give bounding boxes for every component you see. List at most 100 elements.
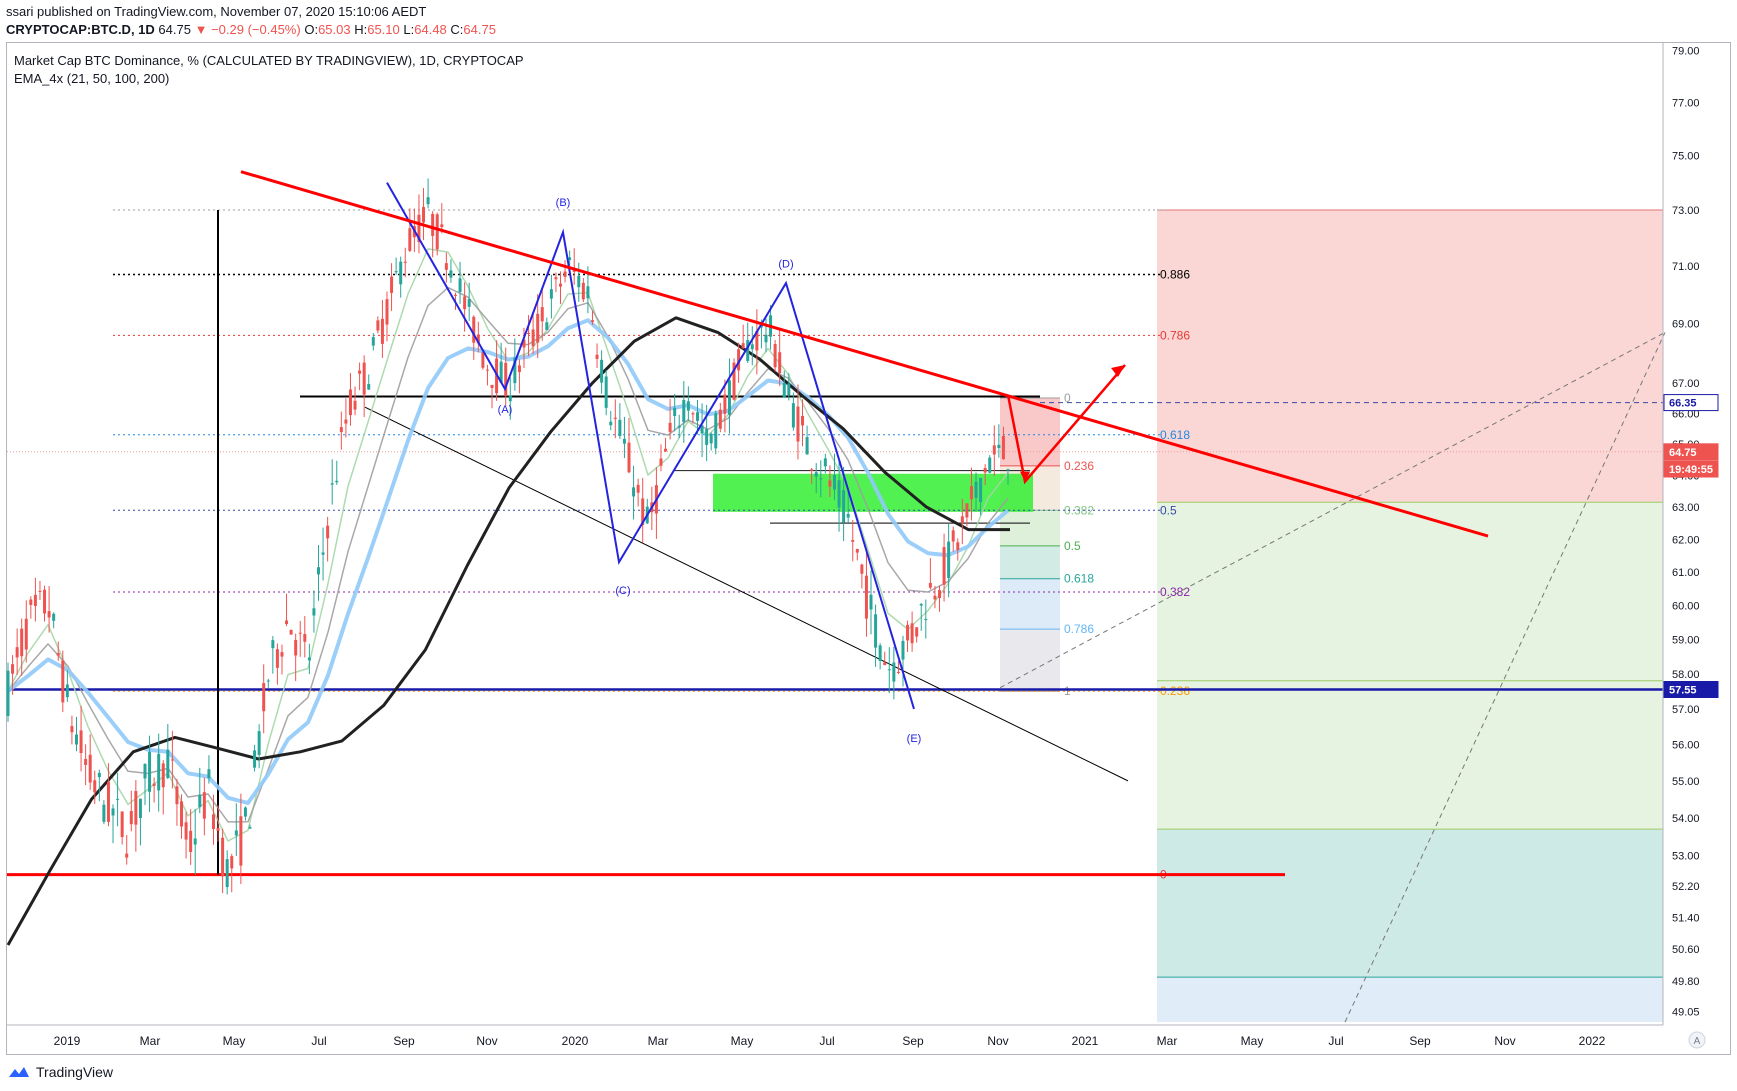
fib-label-2: 0.618	[1160, 428, 1190, 442]
candle-body	[476, 334, 480, 344]
candle-body	[933, 595, 937, 600]
candle-body	[851, 539, 855, 542]
price-tag-0	[1663, 394, 1719, 412]
retracement-label-1: 0.236	[1064, 459, 1094, 473]
candle-body	[266, 680, 270, 682]
candle-body	[239, 816, 243, 866]
candle-body	[426, 197, 430, 205]
retracement-zone-2	[1000, 510, 1060, 546]
candle-body	[11, 664, 15, 674]
y-tick-label: 77.00	[1672, 97, 1700, 109]
candle-body	[481, 352, 485, 368]
candle-body	[723, 394, 727, 414]
candle-body	[61, 660, 65, 703]
candle-body	[390, 276, 394, 293]
candle-body	[184, 822, 188, 840]
tradingview-footer: TradingView	[8, 1064, 113, 1080]
candle-body	[896, 671, 900, 673]
candle-body	[152, 783, 156, 786]
candle-body	[892, 662, 896, 682]
candle-body	[38, 590, 42, 592]
candle-body	[33, 594, 37, 606]
candle-body	[969, 486, 973, 500]
candle-body	[965, 503, 969, 518]
candle-body	[695, 412, 699, 421]
price-change: ▼ −0.29 (−0.45%)	[194, 22, 301, 37]
y-tick-label: 61.00	[1672, 567, 1700, 579]
candle-body	[93, 780, 97, 793]
candle-body	[499, 361, 503, 383]
candle-body	[823, 458, 827, 467]
fib-label-1: 0.786	[1160, 328, 1190, 342]
price-tag-label-2: 19:49:55	[1669, 464, 1713, 476]
candle-body	[106, 781, 110, 822]
pattern-label-1: (B)	[556, 197, 571, 209]
candle-body	[24, 618, 28, 650]
ema-50-line	[7, 286, 1009, 823]
candle-body	[431, 213, 435, 236]
retracement-label-4: 0.618	[1064, 572, 1094, 586]
candle-body	[627, 442, 631, 473]
candle-body	[97, 772, 101, 778]
fib-label-4: 0.382	[1160, 585, 1190, 599]
candle-body	[52, 613, 56, 621]
candle-body	[43, 589, 47, 614]
candle-body	[134, 791, 138, 825]
candle-body	[577, 275, 581, 288]
candle-body	[997, 444, 1001, 449]
candle-body	[422, 207, 426, 223]
pattern-label-2: (C)	[615, 585, 630, 597]
x-tick-label: Mar	[140, 1034, 161, 1048]
candle-body	[887, 669, 891, 671]
candle-body	[778, 352, 782, 374]
candle-body	[947, 541, 951, 578]
x-tick-label: Sep	[902, 1034, 924, 1048]
candle-body	[403, 261, 407, 263]
candle-body	[458, 278, 462, 293]
candle-body	[225, 859, 229, 888]
candle-body	[385, 299, 389, 325]
candle-body	[517, 365, 521, 373]
candle-body	[718, 409, 722, 429]
candle-body	[485, 369, 489, 371]
close-value: 64.75	[463, 22, 496, 37]
fib-zone-1	[1157, 502, 1663, 830]
x-tick-label: 2021	[1072, 1034, 1099, 1048]
abcde-pattern-line	[386, 182, 915, 710]
y-tick-label: 56.00	[1672, 740, 1700, 752]
x-tick-label: Sep	[1409, 1034, 1431, 1048]
candle-body	[915, 627, 919, 637]
candle-body	[659, 458, 663, 466]
retracement-zone-5	[1000, 629, 1060, 692]
x-tick-label: Nov	[476, 1034, 497, 1048]
publisher-line: ssari published on TradingView.com, Nove…	[6, 4, 427, 19]
candle-body	[193, 838, 197, 845]
candle-body	[677, 425, 681, 428]
y-tick-label: 49.05	[1672, 1007, 1700, 1019]
y-tick-label: 60.00	[1672, 600, 1700, 612]
candle-body	[919, 603, 923, 606]
auto-scale-button-label[interactable]: A	[1694, 1036, 1701, 1047]
candle-body	[29, 599, 33, 605]
candle-body	[339, 427, 343, 433]
candle-body	[380, 318, 384, 344]
candle-body	[230, 856, 234, 869]
legend-indicator[interactable]: EMA_4x (21, 50, 100, 200)	[14, 71, 170, 86]
candle-body	[221, 837, 225, 877]
retracement-label-0: 0	[1064, 391, 1071, 405]
candle-body	[166, 749, 170, 778]
candle-body	[344, 419, 348, 424]
candle-body	[878, 645, 882, 661]
candle-body	[125, 853, 129, 858]
candle-body	[330, 483, 334, 485]
candle-body	[668, 422, 672, 432]
candle-body	[942, 547, 946, 585]
x-tick-label: 2020	[562, 1034, 589, 1048]
candle-body	[864, 575, 868, 619]
candle-body	[216, 827, 220, 831]
candle-body	[312, 608, 316, 616]
y-tick-label: 58.00	[1672, 669, 1700, 681]
fib-label-0: 0.886	[1160, 268, 1190, 282]
candle-body	[664, 448, 668, 452]
